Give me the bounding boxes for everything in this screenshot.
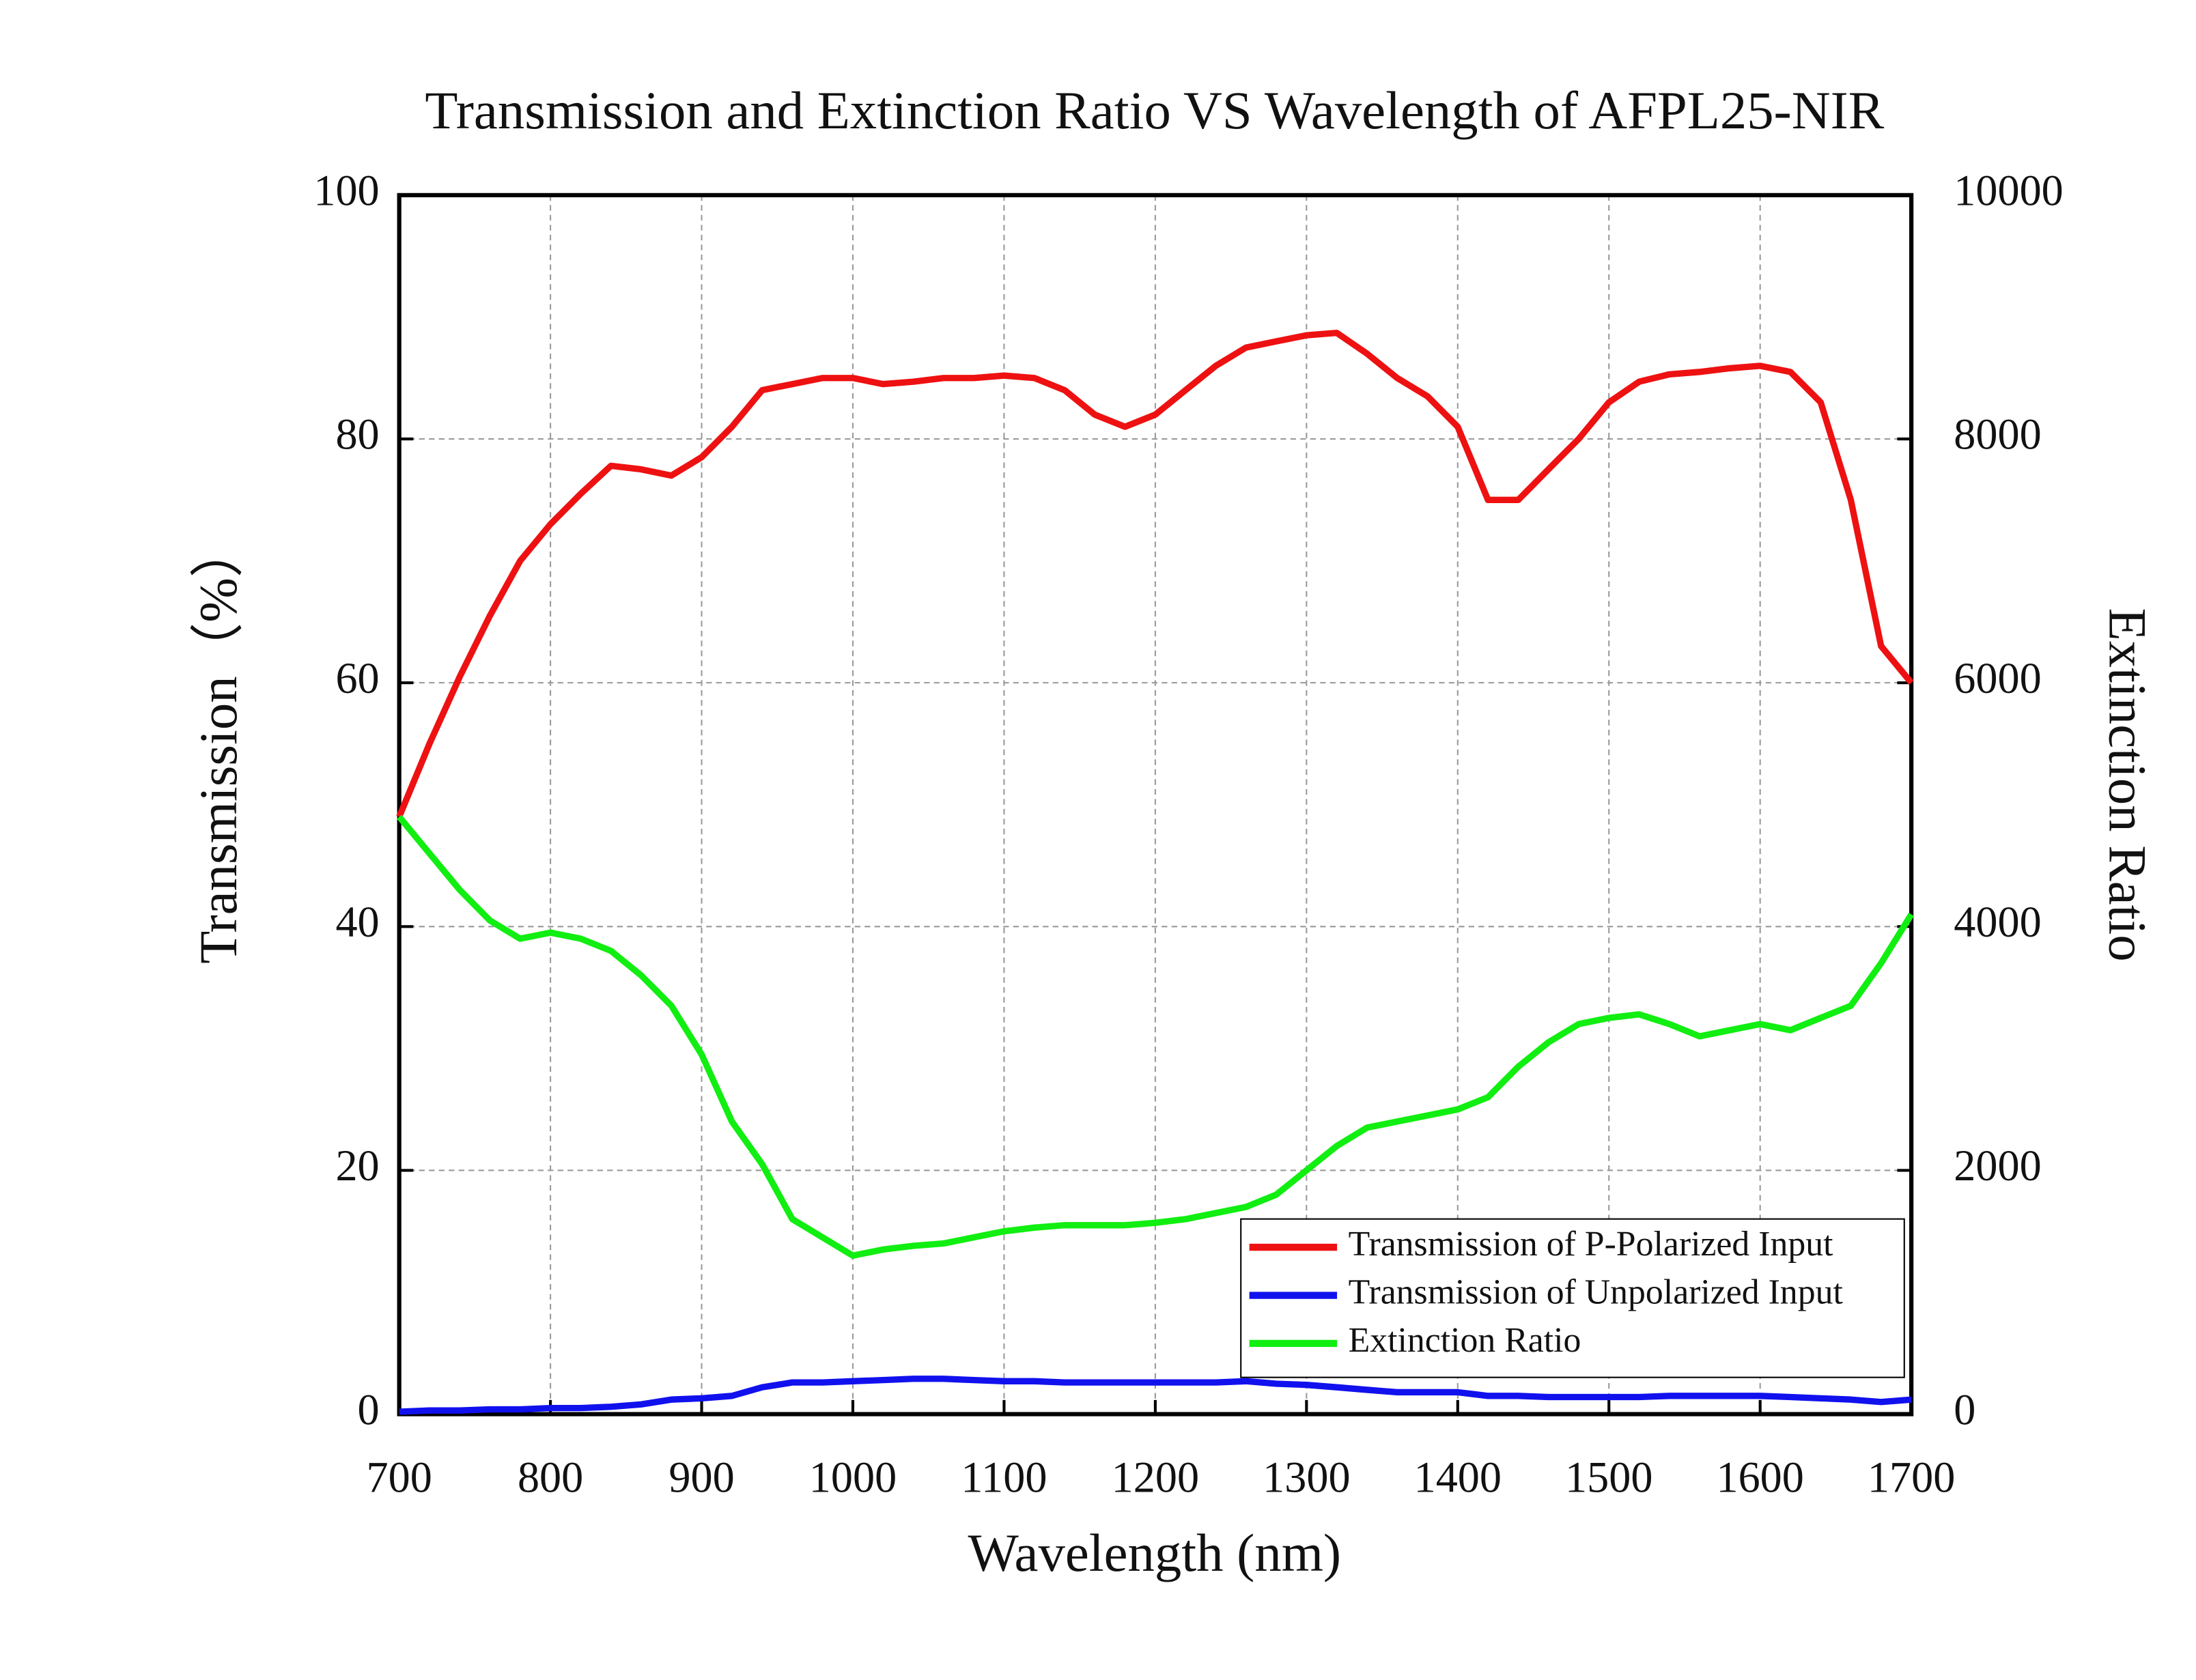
y-tick-label: 80 bbox=[335, 410, 379, 459]
chart-title: Transmission and Extinction Ratio VS Wav… bbox=[425, 81, 1884, 141]
y-tick-label: 100 bbox=[313, 167, 379, 215]
plot-frame bbox=[397, 193, 1914, 1416]
y2-tick-label: 0 bbox=[1954, 1385, 1975, 1434]
x-tick-label: 800 bbox=[518, 1453, 583, 1502]
x-tick-label: 1100 bbox=[961, 1453, 1047, 1502]
x-tick-label: 700 bbox=[366, 1453, 432, 1502]
y-tick-label: 60 bbox=[335, 654, 379, 702]
data-line bbox=[399, 1376, 1912, 1415]
y-tick-label: 20 bbox=[335, 1141, 379, 1190]
legend-label: Extinction Ratio bbox=[1349, 1321, 1581, 1360]
x-tick-label: 1000 bbox=[809, 1453, 897, 1502]
y-tick-label: 0 bbox=[358, 1385, 380, 1434]
legend-box bbox=[1240, 1218, 1905, 1378]
y-axis-label: Transmission（%） bbox=[189, 524, 249, 963]
x-tick-label: 1200 bbox=[1112, 1453, 1199, 1502]
x-tick-label: 1500 bbox=[1565, 1453, 1652, 1502]
y2-tick-label: 6000 bbox=[1954, 654, 2041, 702]
x-tick-label: 1700 bbox=[1868, 1453, 1955, 1502]
y2-tick-label: 8000 bbox=[1954, 410, 2041, 459]
x-tick-label: 1300 bbox=[1263, 1453, 1350, 1502]
y2-tick-label: 10000 bbox=[1954, 167, 2064, 215]
x-tick-label: 1600 bbox=[1716, 1453, 1803, 1502]
legend-label: Transmission of Unpolarized Input bbox=[1349, 1272, 1844, 1311]
y2-tick-label: 2000 bbox=[1954, 1141, 2041, 1190]
x-tick-label: 1400 bbox=[1414, 1453, 1502, 1502]
legend-label: Transmission of P-Polarized Input bbox=[1349, 1225, 1833, 1264]
x-tick-label: 900 bbox=[668, 1453, 734, 1502]
data-line bbox=[396, 329, 1914, 818]
data-line bbox=[397, 814, 1915, 1259]
x-axis-label: Wavelength (nm) bbox=[968, 1524, 1342, 1583]
y-tick-label: 40 bbox=[335, 898, 379, 946]
y2-axis-label: Extinction Ratio bbox=[2098, 608, 2157, 962]
y2-tick-label: 4000 bbox=[1954, 898, 2041, 946]
